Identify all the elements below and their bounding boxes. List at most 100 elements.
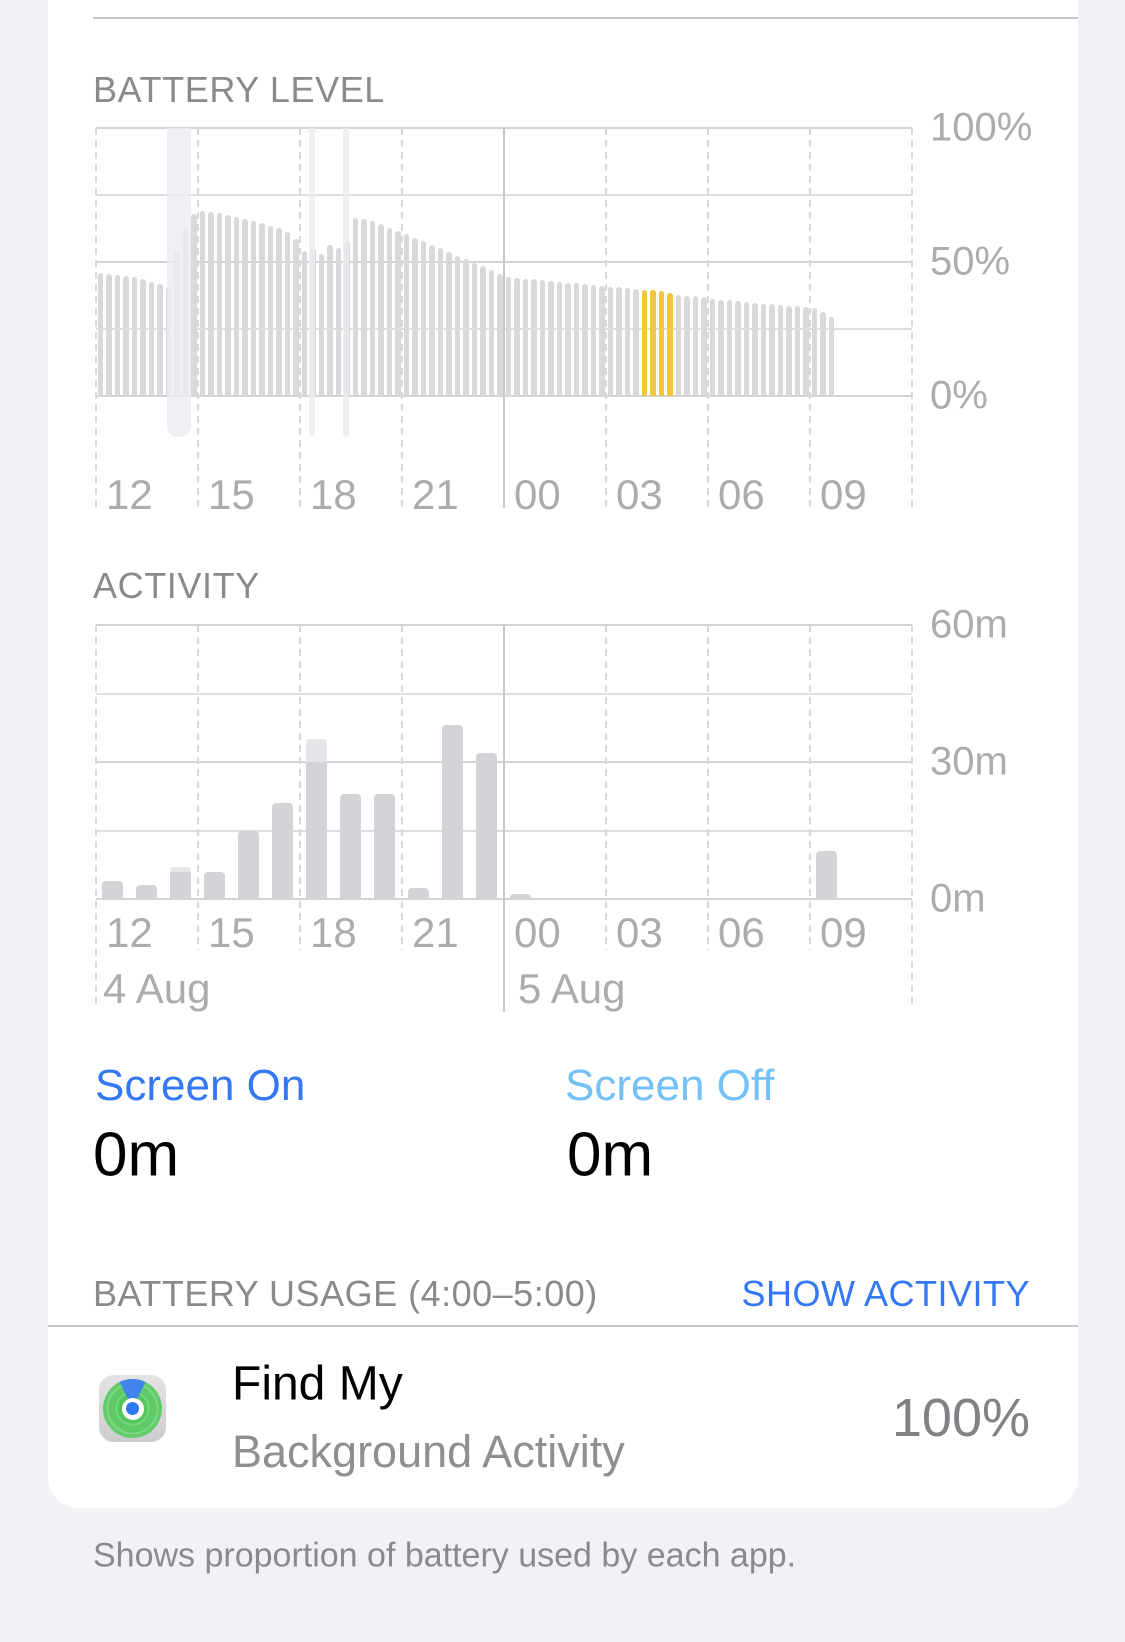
battery-gridline-v	[299, 128, 301, 508]
battery-bar	[446, 251, 452, 396]
battery-bar-highlighted	[658, 290, 664, 396]
activity-bar	[136, 885, 157, 899]
battery-bar	[769, 304, 775, 396]
battery-data-gap-band	[308, 128, 315, 437]
activity-bar	[374, 793, 395, 899]
battery-gridline-v	[605, 128, 607, 508]
battery-bar	[148, 281, 154, 396]
battery-bar	[718, 299, 724, 396]
battery-bar	[820, 312, 826, 396]
battery-bar	[539, 280, 545, 396]
date-label: 4 Aug	[103, 965, 211, 1012]
battery-bar	[497, 273, 503, 396]
activity-bar-solid-segment	[272, 803, 293, 899]
screen-off-label[interactable]: Screen Off	[565, 1061, 775, 1110]
battery-bar	[250, 220, 256, 396]
activity-gridline-v	[197, 625, 199, 950]
battery-bar	[607, 286, 613, 396]
battery-bar	[97, 272, 103, 396]
show-activity-button[interactable]: SHOW ACTIVITY	[741, 1273, 1030, 1314]
battery-bar	[327, 245, 333, 396]
battery-y-axis-label: 100%	[930, 105, 1033, 150]
activity-x-axis-label: 00	[514, 909, 561, 956]
battery-x-axis-label: 03	[616, 471, 663, 518]
battery-bar	[505, 277, 511, 396]
activity-bar-solid-segment	[306, 761, 327, 899]
activity-x-axis-label: 15	[208, 909, 255, 956]
activity-bar	[340, 793, 361, 899]
battery-bar	[412, 237, 418, 396]
battery-data-gap-band	[342, 128, 349, 437]
battery-bar	[352, 218, 358, 396]
screen-on-label[interactable]: Screen On	[95, 1061, 306, 1110]
activity-bar-solid-segment	[102, 880, 123, 899]
activity-gridline-v	[605, 625, 607, 950]
battery-bar-highlighted	[667, 292, 673, 396]
activity-y-axis-label: 60m	[930, 602, 1008, 647]
battery-bar	[276, 228, 282, 396]
battery-bar	[369, 221, 375, 396]
activity-bar	[306, 739, 327, 899]
battery-bar	[335, 247, 341, 396]
battery-bar	[701, 297, 707, 396]
battery-bar	[386, 227, 392, 396]
battery-gridline-v	[809, 128, 811, 508]
battery-usage-header: BATTERY USAGE (4:00–5:00)	[93, 1273, 598, 1314]
battery-bar	[123, 275, 129, 396]
activity-gridline-v	[401, 625, 403, 950]
battery-bar	[582, 284, 588, 396]
battery-bar	[420, 241, 426, 396]
battery-bar	[684, 295, 690, 396]
battery-bar	[531, 279, 537, 396]
battery-bar	[726, 300, 732, 396]
activity-bar-light-segment	[306, 739, 327, 762]
battery-bar	[480, 266, 486, 396]
activity-title: ACTIVITY	[93, 565, 260, 606]
battery-gridline-v	[197, 128, 199, 508]
battery-midnight-gridline	[503, 128, 505, 508]
activity-bar	[408, 887, 429, 899]
battery-bar	[743, 301, 749, 396]
battery-bar	[735, 301, 741, 396]
battery-bar	[599, 285, 605, 396]
battery-x-axis-label: 15	[208, 471, 255, 518]
battery-x-axis-label: 18	[310, 471, 357, 518]
app-name: Find My	[232, 1357, 403, 1411]
activity-x-axis-label: 09	[820, 909, 867, 956]
footer-note: Shows proportion of battery used by each…	[93, 1536, 797, 1575]
activity-gridline-v	[809, 625, 811, 950]
radar-dot	[126, 1402, 139, 1415]
battery-bar	[565, 282, 571, 396]
activity-bar-solid-segment	[374, 793, 395, 899]
activity-bar-solid-segment	[170, 871, 191, 899]
battery-bar	[709, 298, 715, 396]
battery-x-axis-label: 09	[820, 471, 867, 518]
battery-bar	[616, 287, 622, 396]
battery-gridline-v	[401, 128, 403, 508]
battery-bar	[675, 294, 681, 396]
activity-bar-solid-segment	[476, 752, 497, 899]
battery-bar	[106, 273, 112, 396]
activity-bar	[272, 803, 293, 899]
battery-bar	[463, 259, 469, 396]
battery-bar	[794, 306, 800, 396]
battery-bar	[752, 302, 758, 396]
activity-y-axis-label: 30m	[930, 739, 1008, 784]
activity-bar-solid-segment	[136, 885, 157, 899]
battery-bar	[403, 234, 409, 396]
battery-bar	[140, 279, 146, 396]
battery-gridline-v	[911, 128, 913, 508]
battery-bar	[191, 213, 197, 396]
activity-bar-solid-segment	[442, 725, 463, 899]
battery-bar	[556, 281, 562, 396]
app-row-find-my[interactable]: Find My Background Activity 100%	[48, 1330, 1078, 1505]
battery-bar	[318, 254, 324, 396]
battery-bar	[284, 231, 290, 396]
activity-bar-solid-segment	[238, 830, 259, 899]
battery-bar	[692, 296, 698, 396]
activity-x-axis-label: 18	[310, 909, 357, 956]
battery-bar	[233, 216, 239, 396]
activity-x-axis-label: 06	[718, 909, 765, 956]
